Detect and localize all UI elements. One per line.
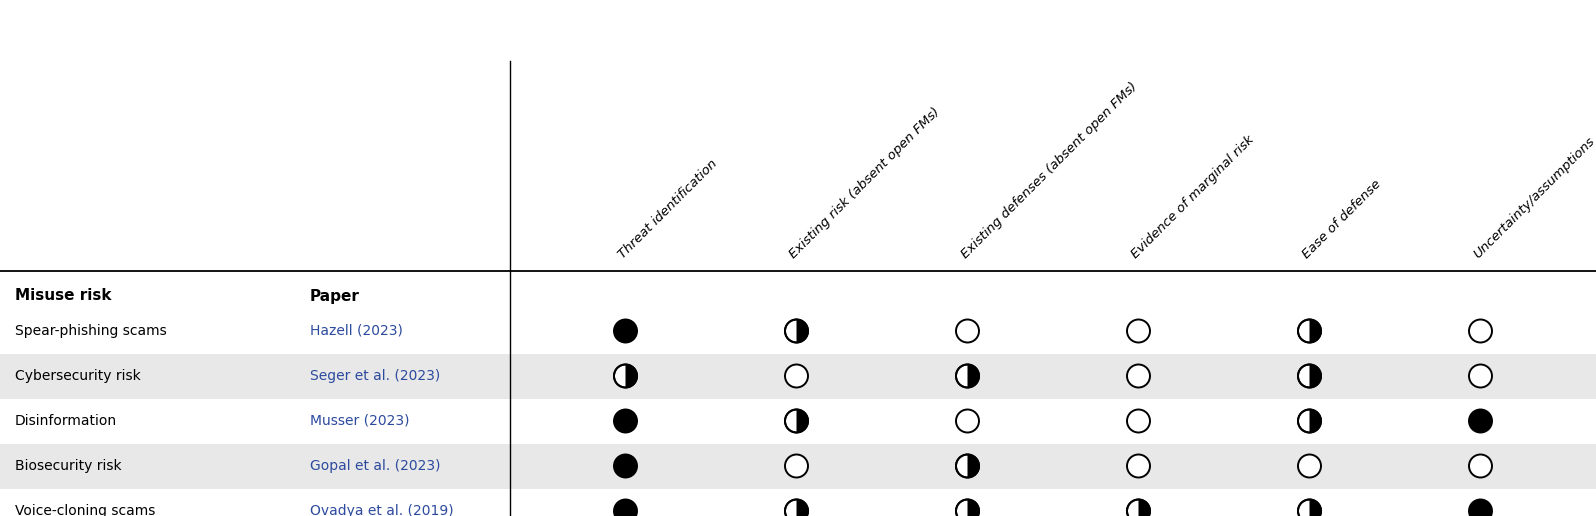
Text: Hazell (2023): Hazell (2023) <box>310 324 402 338</box>
Circle shape <box>614 364 637 388</box>
FancyBboxPatch shape <box>0 398 1596 443</box>
Text: Misuse risk: Misuse risk <box>14 288 112 303</box>
Text: Evidence of marginal risk: Evidence of marginal risk <box>1130 133 1258 261</box>
Wedge shape <box>1309 319 1321 343</box>
Circle shape <box>614 319 637 343</box>
Text: Threat identification: Threat identification <box>616 157 720 261</box>
Text: Existing risk (absent open FMs): Existing risk (absent open FMs) <box>787 105 943 261</box>
Circle shape <box>1468 364 1492 388</box>
Circle shape <box>1298 499 1321 516</box>
Circle shape <box>1298 364 1321 388</box>
Circle shape <box>1298 410 1321 432</box>
Wedge shape <box>626 364 637 388</box>
Circle shape <box>614 455 637 477</box>
Wedge shape <box>1309 410 1321 432</box>
Wedge shape <box>796 499 808 516</box>
Circle shape <box>956 455 978 477</box>
Text: Uncertainty/assumptions: Uncertainty/assumptions <box>1472 135 1596 261</box>
Wedge shape <box>967 455 978 477</box>
Circle shape <box>1298 455 1321 477</box>
Text: Disinformation: Disinformation <box>14 414 117 428</box>
Circle shape <box>956 364 978 388</box>
Circle shape <box>1468 319 1492 343</box>
Wedge shape <box>796 319 808 343</box>
Circle shape <box>1127 410 1151 432</box>
Circle shape <box>956 410 978 432</box>
Text: Musser (2023): Musser (2023) <box>310 414 410 428</box>
FancyBboxPatch shape <box>0 309 1596 353</box>
Text: Voice-cloning scams: Voice-cloning scams <box>14 504 155 516</box>
Text: Gopal et al. (2023): Gopal et al. (2023) <box>310 459 440 473</box>
Text: Biosecurity risk: Biosecurity risk <box>14 459 121 473</box>
Circle shape <box>1468 499 1492 516</box>
Circle shape <box>614 410 637 432</box>
Wedge shape <box>796 410 808 432</box>
Circle shape <box>1127 455 1151 477</box>
Circle shape <box>785 499 808 516</box>
Circle shape <box>1468 410 1492 432</box>
Wedge shape <box>967 499 978 516</box>
Wedge shape <box>1309 499 1321 516</box>
Circle shape <box>956 499 978 516</box>
Circle shape <box>785 364 808 388</box>
Text: Existing defenses (absent open FMs): Existing defenses (absent open FMs) <box>958 80 1140 261</box>
Circle shape <box>1127 499 1151 516</box>
Circle shape <box>785 455 808 477</box>
Circle shape <box>785 410 808 432</box>
Text: Spear-phishing scams: Spear-phishing scams <box>14 324 166 338</box>
Circle shape <box>1127 319 1151 343</box>
Circle shape <box>614 499 637 516</box>
Text: Cybersecurity risk: Cybersecurity risk <box>14 369 140 383</box>
FancyBboxPatch shape <box>0 443 1596 489</box>
Text: Seger et al. (2023): Seger et al. (2023) <box>310 369 440 383</box>
Circle shape <box>1468 455 1492 477</box>
Circle shape <box>785 319 808 343</box>
Wedge shape <box>967 364 978 388</box>
Text: Ovadya et al. (2019): Ovadya et al. (2019) <box>310 504 453 516</box>
Circle shape <box>1298 319 1321 343</box>
Wedge shape <box>1309 364 1321 388</box>
Circle shape <box>956 319 978 343</box>
Circle shape <box>1127 364 1151 388</box>
FancyBboxPatch shape <box>0 353 1596 398</box>
Wedge shape <box>1138 499 1151 516</box>
Text: Ease of defense: Ease of defense <box>1301 178 1384 261</box>
FancyBboxPatch shape <box>0 489 1596 516</box>
Text: Paper: Paper <box>310 288 359 303</box>
